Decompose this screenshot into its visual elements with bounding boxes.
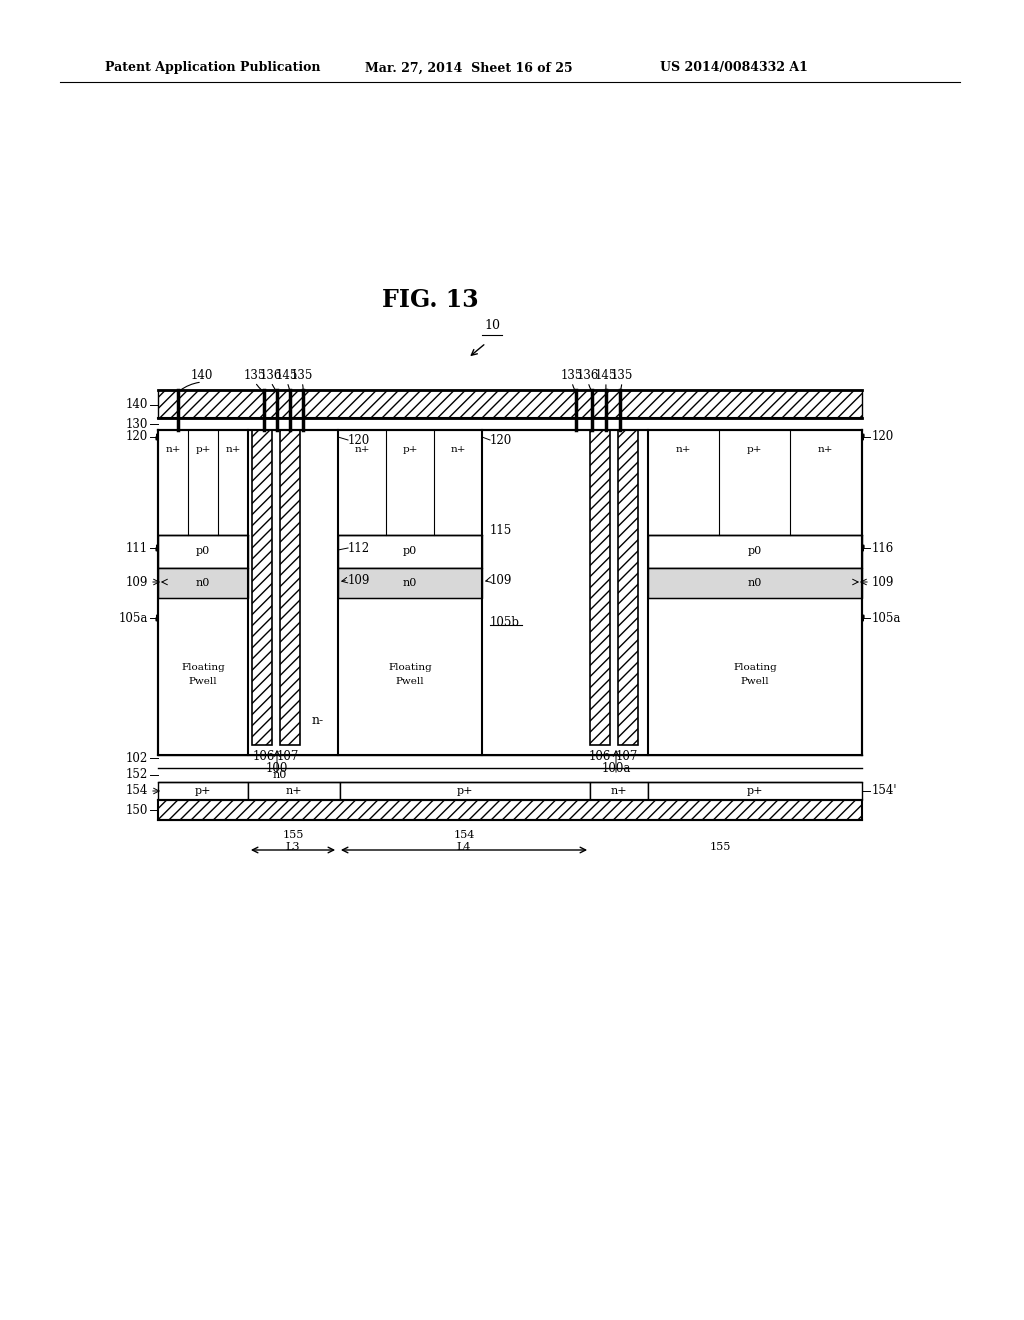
Text: p+: p+ [746, 785, 763, 796]
Text: p+: p+ [195, 785, 211, 796]
Text: 140: 140 [126, 399, 148, 412]
Text: L4: L4 [457, 842, 471, 851]
Bar [648, 781, 862, 800]
Text: 135: 135 [561, 370, 584, 381]
Text: p0: p0 [402, 546, 417, 556]
Text: 105b: 105b [490, 615, 520, 628]
Text: Floating: Floating [181, 664, 225, 672]
Text: 120: 120 [872, 430, 894, 444]
Text: 135: 135 [610, 370, 633, 381]
Text: 100a: 100a [601, 762, 631, 775]
Text: 155: 155 [283, 830, 304, 840]
Text: 102: 102 [126, 751, 148, 764]
Text: US 2014/0084332 A1: US 2014/0084332 A1 [660, 62, 808, 74]
Bar [618, 430, 638, 744]
Text: p+: p+ [196, 446, 211, 454]
Text: 135: 135 [291, 370, 313, 381]
Text: 115: 115 [490, 524, 512, 536]
Text: 112: 112 [348, 541, 370, 554]
Bar [590, 781, 648, 800]
Text: n+: n+ [165, 446, 181, 454]
Bar [590, 430, 610, 744]
Text: n+: n+ [225, 446, 241, 454]
Text: p+: p+ [402, 446, 418, 454]
Text: n+: n+ [610, 785, 628, 796]
Text: 107: 107 [615, 750, 638, 763]
Bar [648, 535, 862, 568]
Text: 135: 135 [244, 370, 266, 381]
Text: 155: 155 [710, 842, 731, 851]
Text: 105a: 105a [872, 611, 901, 624]
Text: 105a: 105a [119, 611, 148, 624]
Text: n+: n+ [354, 446, 370, 454]
Text: p+: p+ [746, 446, 762, 454]
Text: 145: 145 [595, 370, 617, 381]
Text: FIG. 13: FIG. 13 [382, 288, 478, 312]
Text: 130: 130 [126, 417, 148, 430]
Bar [158, 781, 248, 800]
Text: Pwell: Pwell [188, 677, 217, 686]
Text: 116: 116 [872, 541, 894, 554]
Text: n+: n+ [675, 446, 691, 454]
Text: p+: p+ [457, 785, 473, 796]
Text: n-: n- [312, 714, 324, 726]
Bar [158, 535, 248, 568]
Text: 109: 109 [126, 576, 148, 589]
Text: 107: 107 [276, 750, 299, 763]
Text: 106: 106 [253, 750, 275, 763]
Bar [158, 568, 248, 598]
Text: 136: 136 [260, 370, 283, 381]
Text: 150: 150 [126, 804, 148, 817]
Bar [648, 568, 862, 598]
Text: n0: n0 [748, 578, 762, 587]
Bar [158, 800, 862, 820]
Text: 136: 136 [577, 370, 599, 381]
Text: Pwell: Pwell [740, 677, 769, 686]
Text: Floating: Floating [733, 664, 777, 672]
Bar [248, 781, 340, 800]
Text: p0: p0 [748, 546, 762, 556]
Text: n0: n0 [272, 770, 287, 780]
Text: 120: 120 [348, 433, 371, 446]
Text: Mar. 27, 2014  Sheet 16 of 25: Mar. 27, 2014 Sheet 16 of 25 [365, 62, 572, 74]
Text: 111: 111 [126, 541, 148, 554]
Bar [252, 430, 272, 744]
Text: n+: n+ [451, 446, 466, 454]
Text: 106: 106 [589, 750, 611, 763]
Text: 154: 154 [126, 784, 148, 797]
Text: 120: 120 [490, 433, 512, 446]
Text: Patent Application Publication: Patent Application Publication [105, 62, 321, 74]
Text: 109: 109 [348, 573, 371, 586]
Text: 145: 145 [275, 370, 298, 381]
Text: 154': 154' [872, 784, 897, 797]
Bar [340, 781, 590, 800]
Text: n+: n+ [817, 446, 833, 454]
Text: 154: 154 [454, 830, 475, 840]
Bar [280, 430, 300, 744]
Bar [338, 535, 482, 568]
Text: 120: 120 [126, 430, 148, 444]
Text: 152: 152 [126, 768, 148, 781]
Text: 109: 109 [872, 576, 894, 589]
Text: n0: n0 [196, 578, 210, 587]
Text: L3: L3 [286, 842, 300, 851]
Text: p0: p0 [196, 546, 210, 556]
Bar [158, 389, 862, 418]
Text: 140: 140 [190, 370, 213, 381]
Text: 10: 10 [484, 319, 500, 333]
Text: 100: 100 [266, 762, 288, 775]
Text: 109: 109 [490, 573, 512, 586]
Bar [338, 568, 482, 598]
Text: Floating: Floating [388, 664, 432, 672]
Text: n0: n0 [402, 578, 417, 587]
Text: Pwell: Pwell [395, 677, 424, 686]
Text: n+: n+ [286, 785, 302, 796]
